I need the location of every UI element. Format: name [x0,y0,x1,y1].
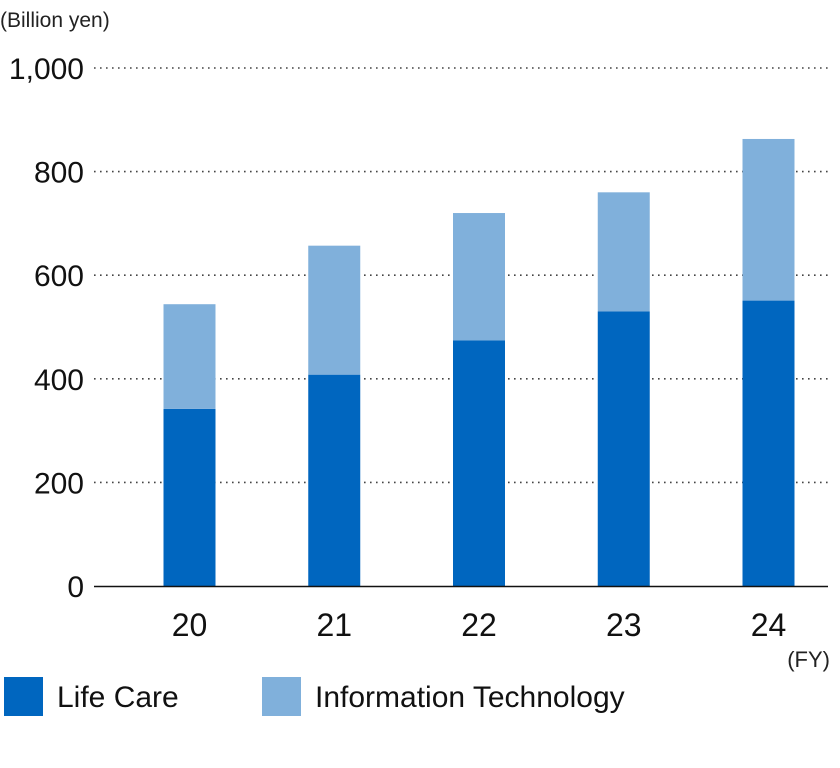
legend-label-information-technology: Information Technology [315,681,625,714]
x-tick-label: 22 [461,607,497,643]
legend: Life Care Information Technology [4,677,625,716]
x-axis-ticks: 20 21 22 23 24 [172,607,787,643]
y-tick-label: 0 [67,571,84,604]
bar-segment-information-technology-24 [742,138,795,301]
bar-segment-information-technology-21 [308,245,361,375]
bar-segment-life-care-21 [308,374,361,586]
y-tick-label: 600 [34,260,84,293]
x-tick-label: 21 [316,607,352,643]
y-tick-label: 200 [34,467,84,500]
legend-swatch-information-technology [262,677,301,716]
y-tick-label: 400 [34,364,84,397]
bar-segment-information-technology-20 [163,304,216,409]
x-axis-unit-label: (FY) [787,647,830,672]
bar-segment-life-care-22 [453,340,505,586]
legend-label-life-care: Life Care [57,681,179,714]
legend-swatch-life-care [4,677,43,716]
bar-segment-life-care-23 [597,311,650,586]
y-tick-label: 1,000 [9,53,84,86]
bar-segment-information-technology-23 [597,192,650,312]
bar-segment-information-technology-22 [453,213,505,341]
y-tick-label: 800 [34,157,84,190]
bar-segment-life-care-20 [163,408,216,586]
bars [163,138,795,586]
x-tick-label: 20 [172,607,208,643]
bar-segment-life-care-24 [742,300,795,586]
y-axis-unit-label: (Billion yen) [0,9,110,32]
x-tick-label: 24 [751,607,787,643]
x-tick-label: 23 [606,607,642,643]
y-axis-ticks: 0 200 400 600 800 1,000 [9,53,84,604]
